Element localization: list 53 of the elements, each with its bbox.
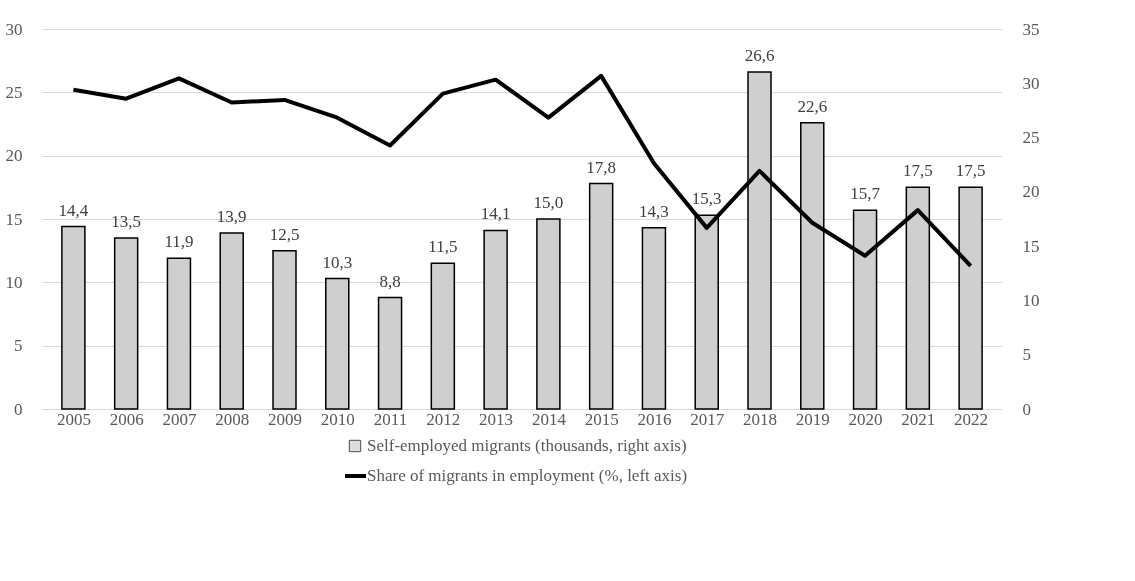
y2-tick-label: 30 xyxy=(1022,73,1040,93)
x-tick-label: 2013 xyxy=(479,409,514,429)
data-label: 14,3 xyxy=(639,201,669,221)
data-label: 17,5 xyxy=(955,161,986,181)
data-label: 13,5 xyxy=(111,212,142,231)
y2-tick-label: 5 xyxy=(1022,345,1031,365)
x-tick-label: 2012 xyxy=(426,409,461,429)
x-tick-label: 2007 xyxy=(162,409,197,429)
x-tick-label: 2020 xyxy=(848,409,883,429)
y-tick-label: 15 xyxy=(5,209,23,229)
x-tick-label: 2018 xyxy=(743,409,777,429)
data-label: 15,7 xyxy=(850,184,881,204)
x-tick-label: 2022 xyxy=(954,409,989,429)
data-label: 14,1 xyxy=(480,204,511,224)
legend-label: Share of migrants in employment (%, left axis) xyxy=(367,466,688,485)
data-label: 11,5 xyxy=(428,237,458,257)
data-label: 10,3 xyxy=(322,252,353,272)
y2-tick-label: 20 xyxy=(1022,182,1040,202)
y-tick-label: 10 xyxy=(5,272,23,292)
x-tick-label: 2017 xyxy=(690,409,725,429)
x-tick-label: 2021 xyxy=(901,409,936,429)
x-tick-label: 2011 xyxy=(373,409,408,429)
x-tick-label: 2005 xyxy=(56,409,91,429)
data-label: 12,5 xyxy=(269,224,300,244)
data-label: 15,3 xyxy=(691,189,722,209)
data-label: 14,4 xyxy=(58,200,89,220)
data-label: 17,8 xyxy=(586,157,617,177)
x-tick-label: 2009 xyxy=(268,409,302,429)
x-tick-label: 2015 xyxy=(584,409,619,429)
x-tick-label: 2019 xyxy=(795,409,830,429)
y-tick-label: 0 xyxy=(14,399,23,419)
y2-tick-label: 15 xyxy=(1022,236,1040,256)
data-label: 22,6 xyxy=(797,96,828,116)
x-tick-label: 2014 xyxy=(531,409,567,429)
data-label: 8,8 xyxy=(379,271,401,291)
x-tick-label: 2006 xyxy=(109,409,144,429)
data-label: 11,9 xyxy=(164,232,194,252)
y2-tick-label: 25 xyxy=(1022,128,1040,148)
data-label: 17,5 xyxy=(902,161,933,181)
y2-tick-label: 35 xyxy=(1022,19,1040,39)
x-tick-label: 2016 xyxy=(637,409,672,429)
y2-tick-label: 10 xyxy=(1022,290,1040,310)
y-tick-label: 5 xyxy=(14,336,23,356)
data-label: 13,9 xyxy=(216,206,247,226)
legend-label: Self-employed migrants (thousands, right axis) xyxy=(367,436,687,455)
x-tick-label: 2008 xyxy=(215,409,250,429)
x-tick-label: 2010 xyxy=(320,409,355,429)
data-label: 15,0 xyxy=(533,193,564,212)
y2-tick-label: 0 xyxy=(1022,399,1031,419)
y-tick-label: 25 xyxy=(5,82,23,102)
data-label: 26,6 xyxy=(744,46,775,66)
y-tick-label: 20 xyxy=(5,146,23,166)
y-tick-label: 30 xyxy=(5,19,23,39)
